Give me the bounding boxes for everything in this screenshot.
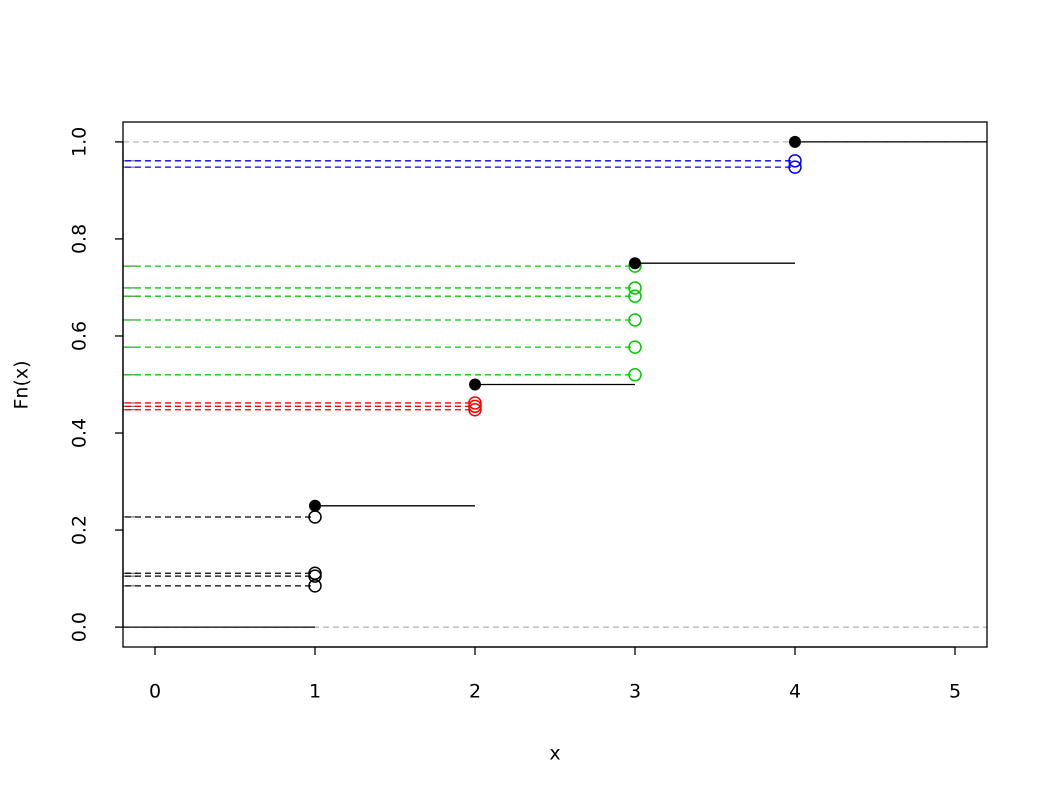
open-point (628, 340, 642, 354)
filled-point (469, 378, 481, 391)
filled-point (789, 135, 801, 148)
x-tick-label: 4 (789, 681, 801, 703)
x-axis-label: x (549, 743, 560, 765)
y-tick-label: 0.4 (69, 418, 91, 448)
filled-point (309, 499, 321, 512)
open-point (628, 313, 642, 327)
filled-point (629, 257, 641, 270)
open-point (308, 579, 322, 593)
open-point (468, 399, 482, 414)
open-point (628, 368, 642, 382)
open-point (628, 281, 642, 295)
open-point (468, 396, 482, 410)
x-tick-label: 0 (149, 681, 161, 703)
open-point (308, 569, 322, 583)
y-tick-label: 0.8 (69, 224, 91, 254)
open-point (788, 154, 802, 168)
open-point (468, 402, 482, 417)
x-tick-label: 5 (949, 681, 961, 703)
y-tick-label: 0.0 (69, 612, 91, 642)
y-tick-label: 0.6 (69, 321, 91, 351)
y-tick-label: 1.0 (69, 127, 91, 157)
y-axis-label: Fn(x) (11, 360, 33, 409)
x-tick-label: 2 (469, 681, 481, 703)
open-point (628, 289, 642, 303)
y-tick-label: 0.2 (69, 515, 91, 545)
x-tick-label: 1 (309, 681, 321, 703)
open-point (788, 160, 802, 174)
x-tick-label: 3 (629, 681, 641, 703)
